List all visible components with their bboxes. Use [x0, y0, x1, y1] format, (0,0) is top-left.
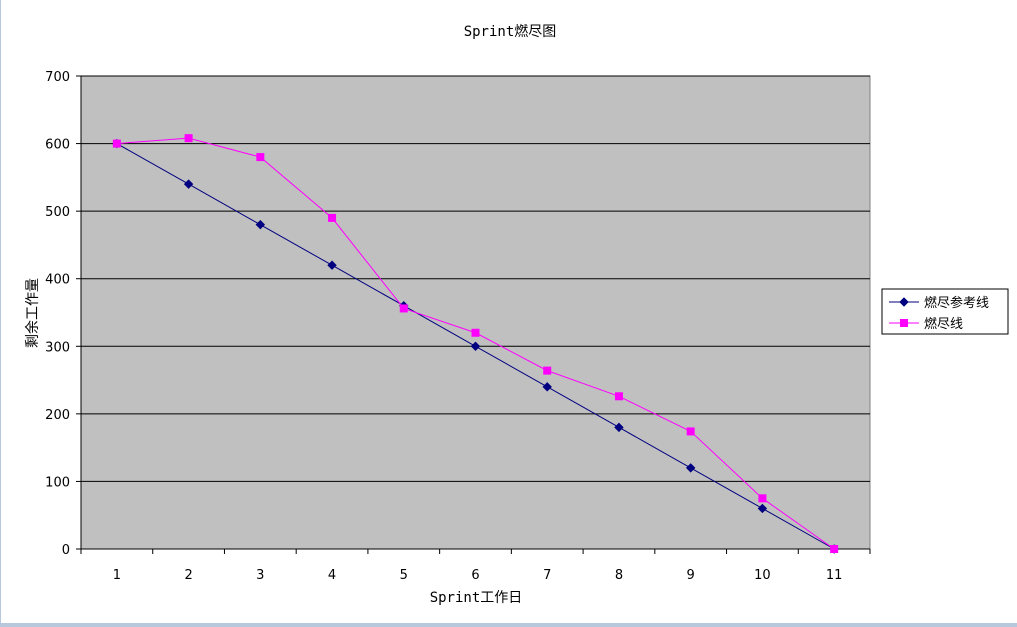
y-axis-title: 剩余工作量 [24, 278, 41, 348]
data-point [399, 304, 408, 313]
data-point [328, 213, 337, 222]
chart-title: Sprint燃尽图 [464, 23, 557, 40]
data-point [686, 427, 695, 436]
data-point [112, 139, 121, 148]
legend-label: 燃尽线 [924, 316, 963, 332]
data-point [255, 219, 266, 230]
data-point [830, 545, 839, 553]
x-tick-label: 4 [328, 568, 336, 583]
y-tick-label: 500 [45, 205, 70, 220]
data-point [470, 341, 481, 351]
x-tick-label: 9 [687, 568, 695, 583]
x-tick-label: 10 [754, 568, 771, 583]
y-tick-label: 400 [45, 273, 70, 288]
plot-area [80, 75, 871, 550]
data-point [757, 503, 768, 514]
x-tick-label: 5 [400, 568, 408, 583]
series-1 [112, 138, 839, 554]
x-tick-label: 7 [543, 568, 551, 583]
y-tick-label: 200 [45, 408, 70, 423]
x-tick-label: 3 [256, 568, 264, 583]
data-point [183, 179, 194, 189]
axes [80, 76, 870, 550]
y-tick-label: 700 [45, 70, 70, 85]
data-point [327, 260, 337, 270]
y-tick-label: 100 [45, 475, 70, 490]
legend-box [881, 288, 1009, 335]
legend-marker [900, 319, 908, 327]
data-point [256, 153, 265, 162]
x-tick-label: 1 [113, 568, 121, 583]
data-point [685, 463, 696, 473]
x-tick-label: 8 [615, 568, 623, 583]
legend-marker [899, 297, 909, 307]
series-2 [112, 134, 839, 553]
data-point [614, 392, 623, 401]
x-tick-label: 6 [471, 568, 479, 583]
legend-item-1: 燃尽参考线 [889, 295, 989, 311]
data-point [543, 366, 552, 375]
data-point [542, 382, 552, 392]
series-group [112, 134, 839, 554]
legend-label: 燃尽参考线 [924, 295, 989, 311]
data-point [184, 134, 193, 143]
y-tick-label: 0 [62, 543, 70, 558]
x-tick-label: 2 [184, 568, 192, 583]
legend-item-2: 燃尽线 [889, 316, 963, 332]
x-axis-ticks: 1 2 3 4 5 6 7 8 9 10 11 [80, 549, 871, 583]
x-tick-label: 11 [826, 568, 843, 583]
x-axis-title: Sprint工作日 [430, 590, 523, 606]
y-axis-ticks: 0 100 200 300 400 500 600 700 [45, 70, 81, 558]
y-tick-label: 600 [45, 138, 70, 153]
data-point [471, 328, 480, 337]
data-point [614, 422, 624, 433]
data-point [758, 494, 767, 503]
y-tick-label: 300 [45, 340, 70, 355]
